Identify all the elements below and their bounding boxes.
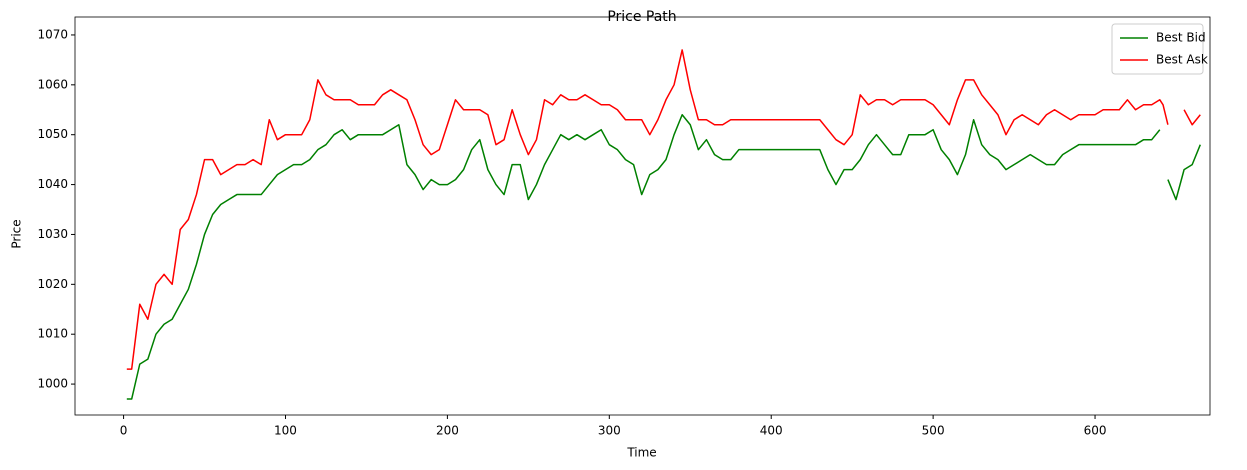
x-tick-label: 100 bbox=[274, 424, 297, 438]
x-tick-label: 300 bbox=[598, 424, 621, 438]
x-tick-label: 500 bbox=[922, 424, 945, 438]
x-tick-label: 200 bbox=[436, 424, 459, 438]
y-tick-label: 1070 bbox=[37, 27, 68, 41]
x-tick-label: 600 bbox=[1084, 424, 1107, 438]
legend-label: Best Bid bbox=[1156, 31, 1206, 45]
y-axis-label: Price bbox=[10, 219, 24, 248]
y-tick-label: 1000 bbox=[37, 377, 68, 391]
x-axis-label: Time bbox=[626, 446, 656, 460]
y-tick-label: 1010 bbox=[37, 327, 68, 341]
plot-frame bbox=[74, 16, 1211, 416]
y-tick-label: 1060 bbox=[37, 77, 68, 91]
y-tick-label: 1050 bbox=[37, 127, 68, 141]
x-tick-label: 400 bbox=[760, 424, 783, 438]
legend-box bbox=[1111, 23, 1204, 75]
x-tick-label: 0 bbox=[120, 424, 128, 438]
legend-label: Best Ask bbox=[1156, 53, 1208, 67]
price-line bbox=[126, 49, 1201, 370]
y-tick-label: 1030 bbox=[37, 227, 68, 241]
price-line bbox=[126, 114, 1201, 400]
y-tick-label: 1040 bbox=[37, 177, 68, 191]
y-tick-label: 1020 bbox=[37, 277, 68, 291]
